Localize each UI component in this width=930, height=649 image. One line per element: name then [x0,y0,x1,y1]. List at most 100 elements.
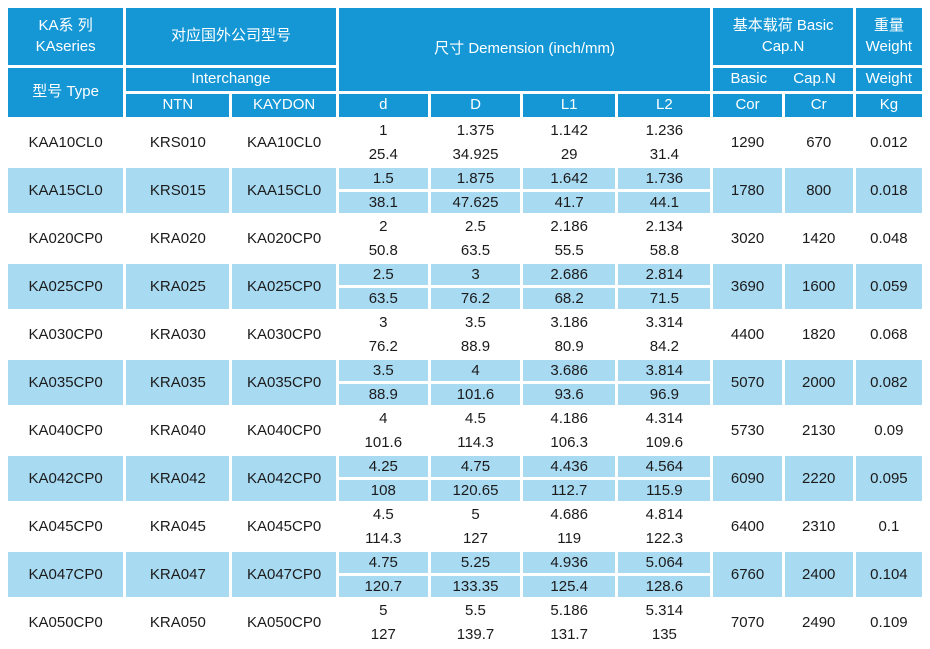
L1-mm-value: 119 [557,530,582,547]
cell-dim-L1: 5.186 131.7 [523,600,616,645]
L2-mm-value: 58.8 [649,242,679,259]
cell-cor: 5730 [713,408,782,453]
header-weight: 重量 Weight [855,8,922,65]
cell-cr: 2220 [784,456,853,501]
D-inch-value: 4 [430,360,521,384]
D-inch-value: 5.25 [430,552,521,576]
header-basic-cap: 基本载荷 Basic Cap.N [713,8,853,65]
cell-cor: 3020 [713,216,782,261]
L2-mm-value: 71.5 [649,290,679,307]
dim-d-wrap: 4.5 114.3 [338,504,428,549]
d-mm-value: 50.8 [368,242,398,259]
L1-inch-value: 4.436 [523,456,616,480]
header-col-ntn: NTN [126,94,230,117]
L1-inch-value: 2.686 [523,264,616,288]
cell-cor: 1780 [713,168,782,213]
header-col-D: D [430,94,521,117]
cell-dim-L1: 3.186 80.9 [523,312,616,357]
L1-mm-value: 131.7 [550,626,588,643]
cell-cor: 7070 [713,600,782,645]
cell-dim-d: 1.5 38.1 [338,168,428,213]
header-col-cor: Cor [713,94,782,117]
d-inch-value: 3.5 [338,360,428,384]
dim-d-wrap: 3.5 88.9 [338,360,428,405]
dim-L1-wrap: 3.186 80.9 [523,312,616,357]
cell-dim-L1: 4.186 106.3 [523,408,616,453]
table-row: KA025CP0 KRA025 KA025CP0 2.5 63.5 3 76.2… [8,264,922,309]
cell-kaydon-model: KA035CP0 [232,360,336,405]
header-row-1: KA系 列 KAseries 对应国外公司型号 尺寸 Demension (in… [8,8,922,91]
cell-kaydon-model: KA042CP0 [232,456,336,501]
L2-mm-value: 135 [651,626,677,643]
cell-dim-L2: 3.814 96.9 [618,360,711,405]
cell-cr: 2000 [784,360,853,405]
cell-dim-D: 4.5 114.3 [430,408,521,453]
D-inch-value: 2.5 [430,216,521,240]
cell-cor: 5070 [713,360,782,405]
L1-mm-value: 112.7 [550,482,588,499]
header-interchange-en: Interchange [126,68,336,91]
cell-dim-D: 4 101.6 [430,360,521,405]
cell-dim-L2: 3.314 84.2 [618,312,711,357]
L2-inch-value: 1.236 [618,120,711,144]
d-mm-value: 114.3 [365,530,402,547]
header-col-kaydon: KAYDON [232,94,336,117]
L1-inch-value: 5.186 [523,600,616,624]
dim-L1-wrap: 4.936 125.4 [523,552,616,597]
cell-cor: 1290 [713,120,782,165]
cell-kg: 0.109 [855,600,922,645]
d-inch-value: 4.75 [338,552,428,576]
cell-dim-L1: 4.436 112.7 [523,456,616,501]
L2-inch-value: 3.314 [618,312,711,336]
dim-L1-wrap: 4.186 106.3 [523,408,616,453]
header-type-label: 型号 Type [8,68,124,117]
header-series: KA系 列 KAseries [8,8,124,65]
L2-mm-value: 122.3 [645,530,684,547]
cell-cr: 2310 [784,504,853,549]
dim-d-wrap: 4 101.6 [338,408,428,453]
cell-ntn-model: KRA035 [126,360,230,405]
D-inch-value: 5.5 [430,600,521,624]
dim-d-wrap: 3 76.2 [338,312,428,357]
L1-inch-value: 1.642 [523,168,616,192]
cell-dim-L2: 4.814 122.3 [618,504,711,549]
cell-cr: 1420 [784,216,853,261]
cell-dim-d: 3 76.2 [338,312,428,357]
header-row-3: NTN KAYDON d D L1 L2 Cor Cr Kg [8,94,922,117]
cell-kg: 0.012 [855,120,922,165]
cell-dim-d: 4 101.6 [338,408,428,453]
header-basic-cap-sub: Basic Cap.N [713,68,853,91]
dim-D-wrap: 4 101.6 [430,360,521,405]
dim-L1-wrap: 4.686 119 [523,504,616,549]
cell-cr: 2490 [784,600,853,645]
d-mm-value: 127 [370,626,396,643]
L2-inch-value: 2.134 [618,216,711,240]
D-mm-value: 34.925 [452,146,499,163]
dim-L2-wrap: 1.736 44.1 [618,168,711,213]
dim-L1-wrap: 3.686 93.6 [523,360,616,405]
L1-mm-value: 68.2 [554,290,584,307]
cell-dim-L2: 2.814 71.5 [618,264,711,309]
cell-dim-d: 4.5 114.3 [338,504,428,549]
table-row: KA045CP0 KRA045 KA045CP0 4.5 114.3 5 127… [8,504,922,549]
L1-inch-value: 4.936 [523,552,616,576]
L2-mm-value: 96.9 [649,386,679,403]
D-inch-value: 5 [430,504,521,528]
L2-inch-value: 5.064 [618,552,711,576]
cell-cor: 4400 [713,312,782,357]
header-series-en: KAseries [35,37,96,55]
cell-kaydon-model: KA025CP0 [232,264,336,309]
d-mm-value: 120.7 [364,578,403,595]
dim-d-wrap: 5 127 [338,600,428,645]
L2-mm-value: 31.4 [649,146,679,163]
cell-dim-d: 2.5 63.5 [338,264,428,309]
cell-cr: 1600 [784,264,853,309]
cell-cr: 800 [784,168,853,213]
cell-dim-L2: 1.736 44.1 [618,168,711,213]
cell-kaydon-model: KA040CP0 [232,408,336,453]
cell-model-type: KA030CP0 [8,312,124,357]
cell-model-type: KAA10CL0 [8,120,124,165]
dim-D-wrap: 4.5 114.3 [430,408,521,453]
d-mm-value: 76.2 [368,338,398,355]
dim-L2-wrap: 5.314 135 [618,600,711,645]
